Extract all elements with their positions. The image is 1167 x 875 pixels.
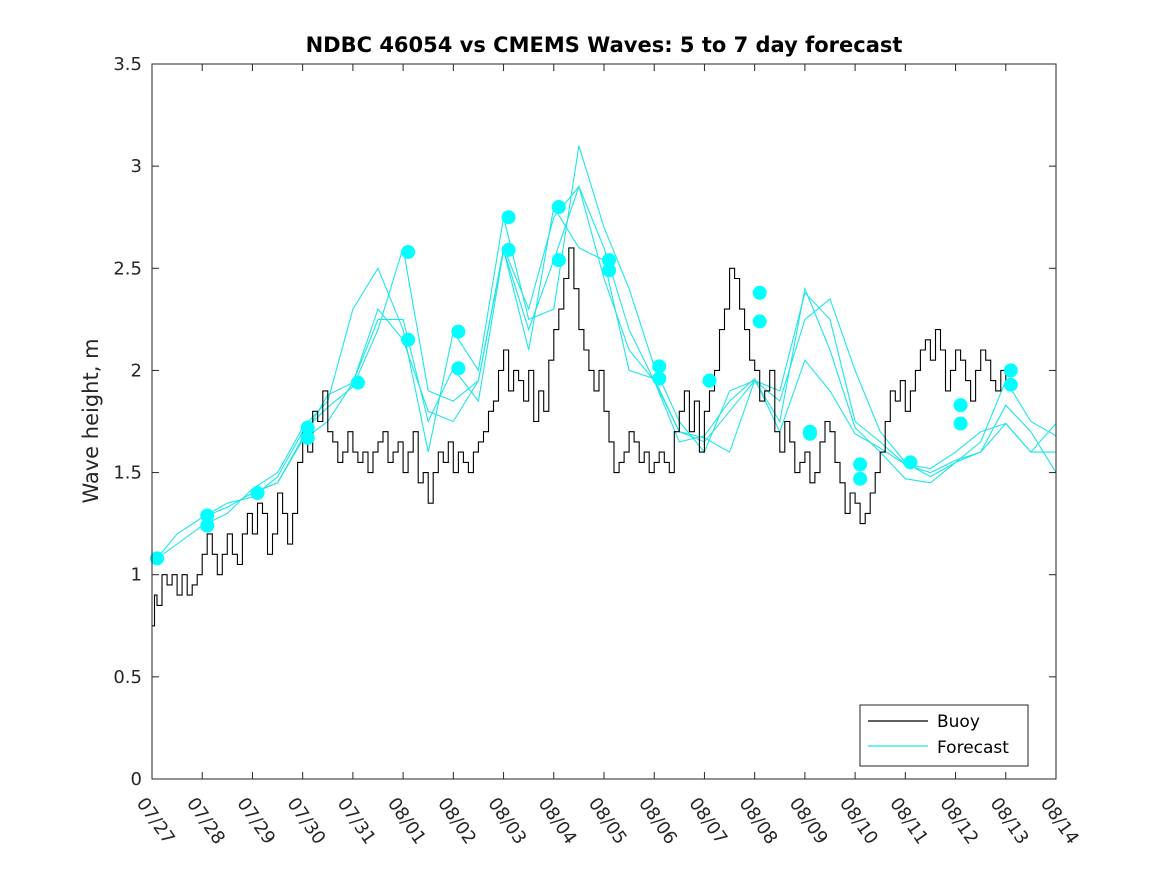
- forecast-marker: [652, 359, 667, 374]
- forecast-marker: [401, 244, 416, 259]
- forecast-marker: [602, 263, 617, 278]
- forecast-marker: [451, 361, 466, 376]
- y-tick-label: 2.5: [113, 258, 142, 279]
- legend-box: [859, 704, 1029, 767]
- forecast-marker: [551, 253, 566, 268]
- y-axis: 0 0.5 1 1.5 2 2.5 3 3.5: [113, 54, 1056, 790]
- y-tick-label: 3.5: [113, 54, 142, 75]
- forecast-marker: [752, 314, 767, 329]
- forecast-markers-group: [150, 200, 1018, 566]
- forecast-marker: [752, 285, 767, 300]
- forecast-marker: [953, 398, 968, 413]
- forecast-marker: [501, 210, 516, 225]
- y-tick-label: 2: [131, 360, 142, 381]
- y-tick-label: 1: [131, 565, 142, 586]
- forecast-marker: [350, 375, 365, 390]
- forecast-marker: [853, 471, 868, 486]
- forecast-marker: [150, 551, 165, 566]
- forecast-marker: [1003, 377, 1018, 392]
- forecast-marker: [501, 242, 516, 257]
- forecast-marker: [1003, 363, 1018, 378]
- y-tick-label: 0: [131, 769, 142, 790]
- legend-forecast-label: Forecast: [937, 738, 1009, 758]
- forecast-marker: [401, 332, 416, 347]
- forecast-marker: [853, 457, 868, 472]
- plot-background: [152, 64, 1056, 779]
- forecast-marker: [451, 324, 466, 339]
- y-axis-label: Wave height, m: [79, 338, 103, 503]
- forecast-marker: [953, 416, 968, 431]
- buoy-series-line: [152, 247, 1011, 627]
- forecast-marker: [903, 455, 918, 470]
- forecast-marker: [702, 373, 717, 388]
- legend: Buoy Forecast: [859, 704, 1029, 767]
- forecast-marker: [200, 518, 215, 533]
- forecast-marker: [300, 430, 315, 445]
- forecast-marker: [802, 426, 817, 441]
- forecast-marker: [250, 486, 265, 500]
- chart-title: NDBC 46054 vs CMEMS Waves: 5 to 7 day fo…: [306, 33, 903, 57]
- y-tick-label: 1.5: [113, 463, 142, 484]
- forecast-marker: [652, 371, 667, 386]
- forecast-marker: [551, 200, 566, 214]
- y-tick-label: 3: [131, 156, 142, 177]
- y-tick-label: 0.5: [113, 667, 142, 688]
- legend-buoy-label: Buoy: [937, 712, 980, 732]
